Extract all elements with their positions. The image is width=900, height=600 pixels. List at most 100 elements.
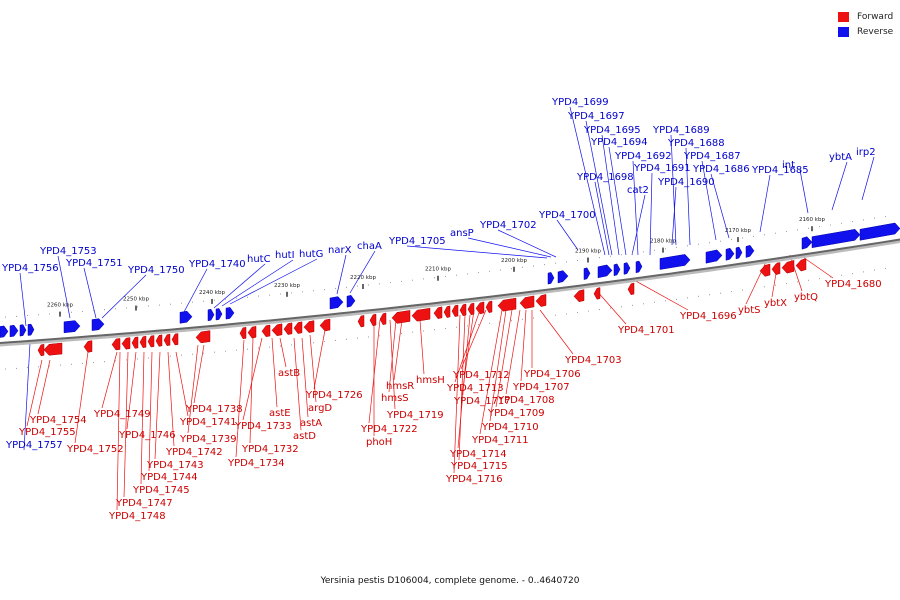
upper-track-dot [313, 290, 314, 292]
upper-track-dot [687, 245, 688, 247]
lower-track-dot [27, 367, 28, 369]
lower-track-dot [82, 362, 83, 364]
forward-gene-28 [459, 303, 467, 316]
forward-leader-ypd4-1734 [235, 339, 245, 458]
upper-track-dot [335, 287, 336, 289]
reverse-leader-ypd4-1692 [632, 160, 639, 256]
lower-track-dot [170, 355, 171, 357]
forward-label-ypd4-1738: YPD4_1738 [185, 404, 243, 415]
forward-label-ybts: ybtS [738, 305, 761, 316]
reverse-label-ypd4-1690: YPD4_1690 [657, 177, 715, 188]
reverse-label-chaa: chaA [357, 241, 382, 252]
forward-gene-18 [303, 320, 315, 333]
forward-gene-17 [293, 321, 303, 334]
upper-track-dot [49, 313, 50, 315]
reverse-leader-ypd4-1690 [671, 186, 677, 246]
forward-gene-13 [247, 325, 257, 339]
scale-tick-label-2210-kbp: 2210 kbp [425, 267, 451, 273]
reverse-gene-23 [745, 245, 755, 258]
forward-label-ypd4-1743: YPD4_1743 [146, 460, 204, 471]
forward-leader-ypd4-1710 [489, 309, 507, 422]
upper-track-dot [5, 316, 6, 318]
upper-track-dot [698, 243, 699, 245]
forward-leader-ypd4-1752 [74, 351, 89, 444]
lower-track-dot [885, 267, 886, 269]
reverse-leader-ypd4-1700 [556, 219, 579, 251]
reverse-leader-ypd4-1750 [101, 274, 147, 319]
reverse-label-ypd4-1740: YPD4_1740 [188, 259, 246, 270]
forward-leader-ypd4-1738 [193, 344, 205, 404]
upper-track-dot [203, 300, 204, 302]
forward-label-ypd4-1747: YPD4_1747 [115, 498, 173, 509]
upper-track-dot [665, 248, 666, 250]
forward-label-ypd4-1748: YPD4_1748 [108, 511, 166, 522]
reverse-leader-ypd4-1702 [497, 229, 557, 258]
reverse-label-ypd4-1698: YPD4_1698 [576, 172, 634, 183]
upper-track-dot [456, 274, 457, 276]
legend: Forward Reverse [838, 9, 893, 39]
scale-tick-label-2170-kbp: 2170 kbp [725, 228, 751, 234]
forward-label-phoh: phoH [366, 437, 392, 448]
forward-label-ypd4-1708: YPD4_1708 [497, 395, 555, 406]
forward-gene-41 [795, 258, 807, 272]
upper-track-dot [357, 285, 358, 287]
scale-tick-label-2250-kbp: 2250 kbp [123, 297, 149, 303]
upper-track-dot [852, 221, 853, 223]
reverse-gene-25 [811, 229, 861, 248]
forward-leader-hmss [388, 319, 397, 393]
lower-track-dot [775, 284, 776, 286]
upper-track-dot [643, 251, 644, 253]
forward-gene-9 [163, 333, 171, 346]
forward-label-ypd4-1739: YPD4_1739 [179, 434, 237, 445]
legend-reverse-label: Reverse [857, 26, 894, 37]
forward-gene-34 [535, 294, 547, 307]
reverse-leader-ypd4-1740 [183, 268, 208, 313]
lower-track-dot [137, 358, 138, 360]
forward-gene-37 [627, 282, 635, 296]
reverse-leader-int [799, 169, 809, 214]
reverse-label-ypd4-1699: YPD4_1699 [551, 97, 609, 108]
forward-swatch [838, 11, 849, 22]
upper-track-dot [27, 315, 28, 317]
forward-leader-hmsh [419, 319, 425, 375]
reverse-leader-ypd4-1699 [569, 106, 606, 256]
forward-leader-asta [301, 337, 309, 418]
forward-gene-32 [497, 297, 517, 312]
reverse-label-ypd4-1756: YPD4_1756 [1, 263, 59, 274]
upper-track-dot [544, 264, 545, 266]
reverse-label-ypd4-1685: YPD4_1685 [751, 165, 809, 176]
forward-gene-39 [771, 262, 781, 275]
reverse-gene-0 [0, 325, 9, 338]
upper-track-dot [104, 309, 105, 311]
reverse-label-narx: narX [328, 245, 352, 256]
reverse-gene-10 [329, 296, 344, 310]
lower-track-dot [555, 314, 556, 316]
reverse-leader-ypd4-1695 [601, 134, 620, 256]
forward-gene-3 [111, 338, 121, 351]
reverse-label-ypd4-1753: YPD4_1753 [39, 246, 97, 257]
upper-track-dot [654, 249, 655, 251]
upper-track-dot [775, 232, 776, 234]
forward-leader-ypd4-1709 [495, 309, 513, 408]
upper-track-dot [423, 278, 424, 280]
forward-leader-ypd4-1744 [148, 351, 153, 472]
reverse-label-ansp: ansP [450, 228, 474, 239]
reverse-leader-ypd4-1686 [710, 173, 730, 239]
upper-track-dot [16, 315, 17, 317]
forward-label-ypd4-1754: YPD4_1754 [29, 415, 87, 426]
scale-tick-label-2200-kbp: 2200 kbp [501, 258, 527, 264]
lower-track-dot [566, 313, 567, 315]
lower-track-dot [38, 366, 39, 368]
lower-track-dot [676, 298, 677, 300]
upper-track-dot [841, 222, 842, 224]
lower-track-dot [808, 279, 809, 281]
scale-tick-label-2260-kbp: 2260 kbp [47, 303, 73, 309]
upper-track-dot [115, 308, 116, 310]
lower-track-dot [313, 342, 314, 344]
reverse-gene-4 [63, 320, 81, 334]
reverse-gene-5 [91, 318, 105, 331]
forward-gene-19 [319, 318, 331, 332]
upper-track-dot [137, 306, 138, 308]
forward-label-ypd4-1712: YPD4_1712 [452, 370, 510, 381]
